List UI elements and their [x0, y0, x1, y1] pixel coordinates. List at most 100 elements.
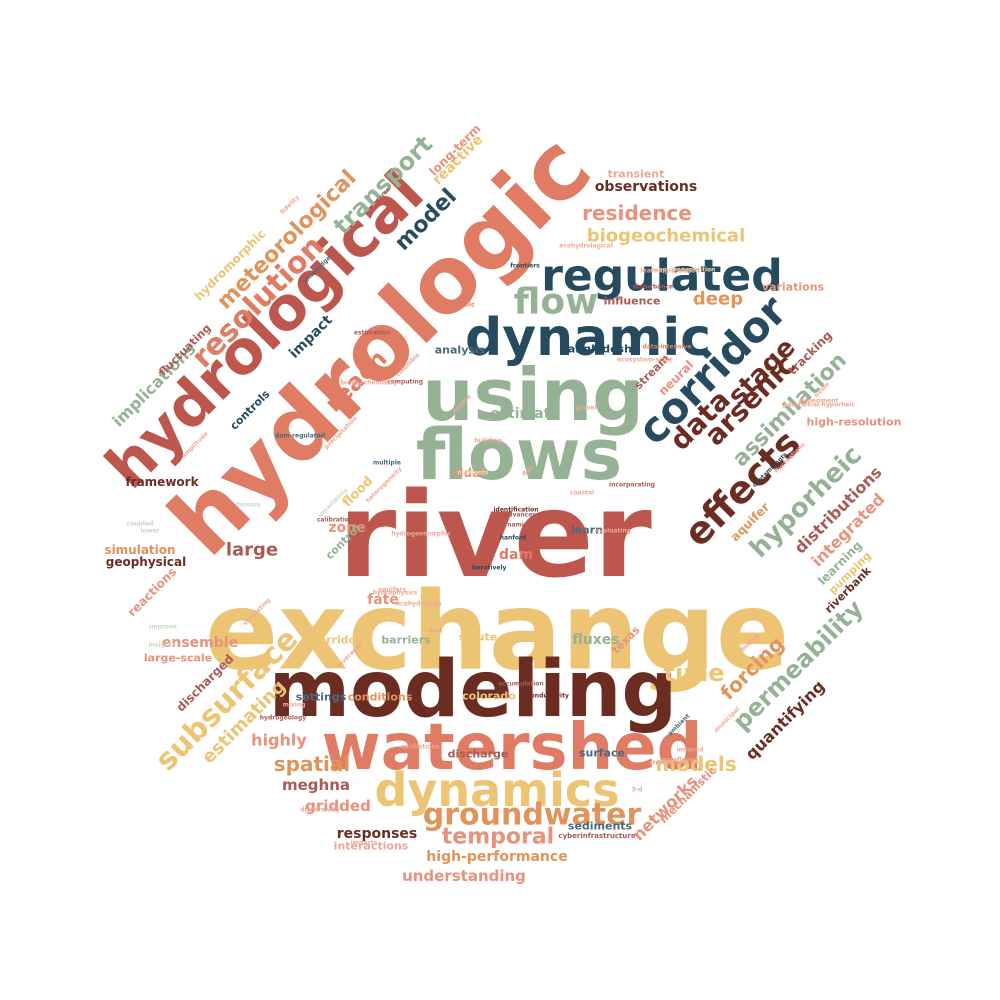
- word-time: time: [664, 659, 725, 687]
- word-exchange: exchange: [205, 570, 789, 695]
- word-spatial: spatial: [274, 752, 350, 776]
- word-observations: observations: [595, 179, 697, 195]
- word-deep: deep: [693, 289, 743, 310]
- word-nutrients: nutrients: [457, 470, 489, 477]
- word-bangladesh: bangladesh: [560, 343, 632, 356]
- word-streamflow: streamflow: [649, 760, 687, 767]
- word-interactions: interactions: [334, 840, 409, 853]
- word-identification: identification: [494, 507, 539, 514]
- word-corridors: corridors: [312, 634, 369, 647]
- word-temporal: temporal: [442, 825, 554, 850]
- word-dam-regulated: dam-regulated: [275, 433, 325, 440]
- word-dynamic: dynamic: [465, 308, 711, 368]
- word-parafluvial-hyporheic: parafluvial-hyporheic: [783, 402, 856, 409]
- word-frontiers: frontiers: [510, 263, 540, 270]
- word-learning-assisted: learning-assisted: [641, 268, 700, 275]
- word-tidal: tidal: [454, 466, 485, 480]
- word-watershed: watershed: [322, 711, 703, 785]
- word-aquifers: aquifers: [378, 587, 406, 594]
- word-building: building: [474, 438, 502, 445]
- word-estimate: estimate: [490, 406, 560, 422]
- word-ensemble: ensemble: [162, 635, 238, 651]
- word-dynamics: dynamics: [374, 763, 619, 817]
- word-variations: variations: [762, 281, 825, 294]
- word-accumulation: accumulation: [498, 681, 543, 688]
- word-residence: residence: [582, 201, 692, 225]
- word-dispersivity: dispersivity: [300, 807, 340, 814]
- word-settings: settings: [296, 691, 347, 704]
- word-oscillations: oscillations: [401, 744, 440, 751]
- word-meghna: meghna: [282, 776, 350, 794]
- word-large-scale: large-scale: [144, 652, 212, 665]
- word-understanding: understanding: [402, 867, 526, 885]
- word-impacts: impacts: [351, 840, 378, 847]
- word-coastal: coastal: [570, 490, 594, 497]
- word-ecohydrology: ecohydrology: [396, 601, 442, 608]
- word-high-resolution: high-resolution: [807, 416, 902, 429]
- word-geophysical: geophysical: [106, 555, 187, 569]
- word-hydrophysics: hydrophysics: [373, 590, 418, 597]
- word-responses: responses: [337, 826, 418, 842]
- word-framework: framework: [125, 475, 199, 489]
- word-hydraulic: hydraulic: [443, 302, 475, 309]
- word-learn: learn: [571, 524, 603, 537]
- word-using: using: [422, 353, 644, 437]
- word-hanford: hanford: [500, 535, 527, 542]
- word-models: models: [655, 752, 736, 776]
- word-data-intensive: data-intensive: [643, 344, 692, 351]
- word-solute: solute: [459, 631, 497, 644]
- word-computing: computing: [387, 379, 423, 386]
- word-parafluvial: parafluvial: [662, 757, 698, 764]
- word-estimation: estimation: [354, 330, 390, 337]
- word-cyberinfrastructure: cyberinfrastructure: [558, 832, 635, 840]
- word-surface: surface: [579, 747, 625, 760]
- word-biogeochemical: biogeochemical: [587, 226, 745, 247]
- word-modeling: modeling: [269, 645, 677, 735]
- word-dam: dam: [499, 547, 533, 563]
- word-domain: domain: [235, 502, 260, 509]
- word-lower: lower: [141, 528, 160, 535]
- word-induced: induced: [677, 747, 704, 754]
- word-dynamics: dynamics: [499, 522, 531, 529]
- word-high-performance: high-performance: [426, 849, 567, 865]
- word-analysis: analysis: [435, 344, 486, 357]
- word-coupled: coupled: [127, 521, 154, 528]
- word-improve: improve: [149, 624, 177, 631]
- word-simulation: simulation: [104, 543, 175, 557]
- word-highly: highly: [251, 731, 307, 750]
- word-flow: flow: [514, 282, 599, 323]
- word-evapotranspiration: evapotranspiration: [651, 267, 716, 274]
- word-hydrogeology: hydrogeology: [260, 715, 307, 722]
- word-fate: fate: [367, 592, 399, 608]
- word-colorado: colorado: [462, 690, 516, 703]
- word-groundwater: groundwater: [423, 798, 642, 833]
- word-advances: advances: [504, 512, 536, 519]
- word-fluxes: fluxes: [572, 632, 619, 648]
- word-incorporating: incorporating: [609, 482, 655, 489]
- word-transient: transient: [608, 168, 665, 181]
- word-reactions: reactions: [125, 565, 179, 619]
- word-multiple: multiple: [373, 460, 401, 467]
- word-mixing: mixing: [283, 702, 306, 709]
- word-conditions: conditions: [348, 691, 413, 704]
- word-3-d: 3-d: [632, 787, 643, 794]
- word-river: river: [338, 466, 652, 604]
- word-iteratively: iteratively: [472, 565, 507, 572]
- word-gravel: gravel: [575, 405, 596, 412]
- word-ecohydrological: ecohydrological: [559, 243, 613, 250]
- word-biogeochemistry: biogeochemistry: [341, 380, 398, 387]
- word-zone: zone: [328, 520, 365, 536]
- word-flows: flows: [416, 414, 622, 496]
- word-bed: bed: [430, 628, 443, 635]
- word-evaluating: evaluating: [595, 528, 631, 535]
- word-ecosystem-scale: ecosystem-scale: [617, 357, 673, 364]
- word-regulated: regulated: [541, 251, 783, 302]
- word-disturbance: disturbance: [633, 284, 673, 291]
- word-discharge: discharge: [448, 748, 509, 761]
- word-experiment: experiment: [800, 398, 839, 405]
- word-hydrogeomorphic: hydrogeomorphic: [391, 531, 451, 538]
- word-calibration: calibration: [317, 517, 353, 524]
- word-barriers: barriers: [381, 634, 431, 647]
- word-sediments: sediments: [568, 820, 633, 833]
